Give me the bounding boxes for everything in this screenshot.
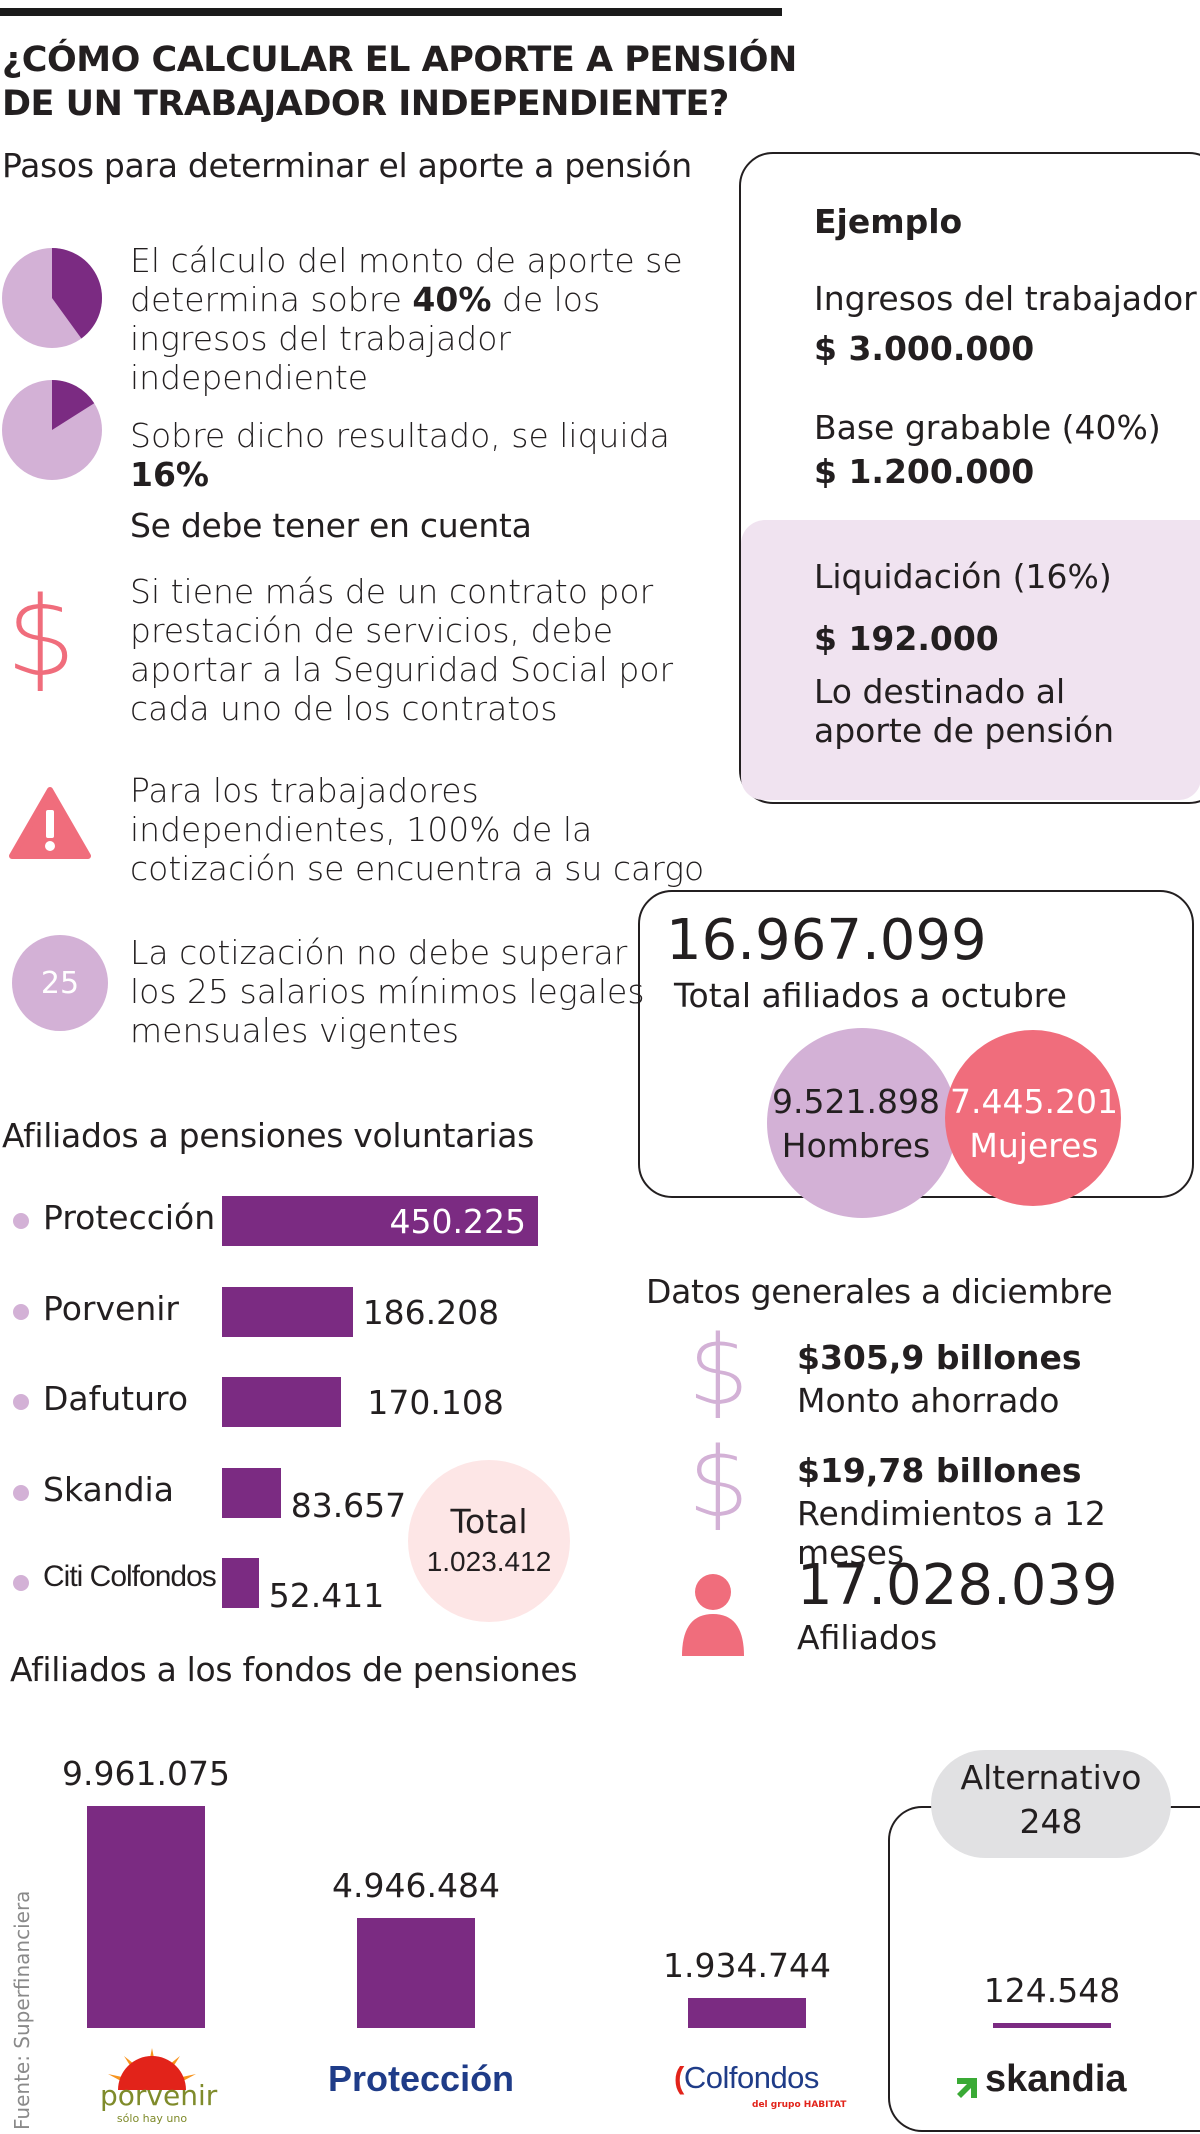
steps-heading: Pasos para determinar el aporte a pensió…	[2, 146, 692, 185]
voluntary-value-label: 52.411	[268, 1576, 385, 1615]
women-label: Mujeres	[969, 1126, 1099, 1165]
funds-chart-title: Afiliados a los fondos de pensiones	[10, 1650, 578, 1689]
voluntary-value-label: 186.208	[362, 1292, 500, 1332]
voluntary-dot	[13, 1303, 29, 1320]
warning-icon	[9, 787, 91, 859]
affiliates-label: Afiliados	[797, 1618, 938, 1657]
porvenir-tagline: sólo hay uno	[116, 2112, 188, 2125]
alternativo-value: 248	[1019, 1802, 1083, 1841]
alternativo-pill	[931, 1750, 1171, 1858]
title-line-1: ¿CÓMO CALCULAR EL APORTE A PENSIÓN	[2, 40, 797, 80]
title-line-2: DE UN TRABAJADOR INDEPENDIENTE?	[2, 84, 729, 124]
men-label: Hombres	[781, 1126, 931, 1165]
returns-label: Rendimientos a 12 meses	[797, 1494, 1106, 1572]
voluntary-total-value: 1.023.412	[426, 1546, 552, 1577]
returns-value: $19,78 billones	[797, 1451, 1082, 1490]
step-2-bold: 16%	[130, 455, 209, 494]
base-label: Base grabable (40%)	[814, 408, 1161, 447]
alternativo-label: Alternativo	[960, 1758, 1142, 1797]
skandia-arrow-icon	[957, 2078, 977, 2098]
income-value: $ 3.000.000	[814, 329, 1035, 368]
colfondos-logo: (Colfondos	[674, 2060, 819, 2096]
general-heading: Datos generales a diciembre	[646, 1272, 1113, 1311]
voluntary-dot	[13, 1213, 29, 1229]
note-2-text: Para los trabajadores independientes, 10…	[130, 771, 705, 888]
colfondos-tagline: del grupo HABITAT	[752, 2100, 847, 2110]
voluntary-bar	[222, 1196, 538, 1246]
colfondos-swoosh-icon: (	[674, 2060, 684, 2095]
skandia-logo: skandia	[985, 2058, 1127, 2100]
total-affiliates-label: Total afiliados a octubre	[674, 976, 1067, 1015]
voluntary-category-label: Protección	[43, 1198, 216, 1237]
step-1-text: El cálculo del monto de aporte se determ…	[130, 241, 730, 397]
source-note: Fuente: Superfinanciera	[10, 1890, 34, 2130]
returns-dollar-icon: $	[688, 1427, 750, 1539]
base-value: $ 1.200.000	[814, 452, 1035, 491]
top-rule	[0, 8, 782, 16]
voluntary-dot	[13, 1575, 29, 1591]
user-icon	[682, 1574, 744, 1656]
porvenir-logo: porvenir	[100, 2079, 218, 2112]
notes-heading: Se debe tener en cuenta	[130, 506, 532, 545]
voluntary-category-label: Skandia	[43, 1469, 174, 1509]
step-1-post: de los ingresos del trabajador independi…	[130, 280, 601, 397]
page-title: ¿CÓMO CALCULAR EL APORTE A PENSIÓN DE UN…	[2, 38, 797, 126]
pie-16-slice	[52, 380, 95, 430]
porvenir-sun-icon	[108, 2048, 196, 2090]
voluntary-total-label: Total	[450, 1502, 528, 1541]
step-2-text: Sobre dicho resultado, se liquida 16%	[130, 416, 750, 494]
note-3-text: La cotización no debe superar los 25 sal…	[130, 933, 645, 1050]
saved-dollar-icon: $	[688, 1315, 750, 1427]
voluntary-category-label: Dafuturo	[43, 1379, 189, 1418]
women-value: 7.445.201	[950, 1082, 1118, 1121]
minimum-wage-badge: 25	[12, 935, 108, 1031]
voluntary-dot	[13, 1484, 29, 1501]
voluntary-bar	[222, 1286, 353, 1337]
example-card	[739, 152, 1200, 804]
step-1-bold: 40%	[412, 280, 492, 319]
total-affiliates-value: 16.967.099	[666, 908, 987, 973]
note-1-text: Si tiene más de un contrato por prestaci…	[130, 572, 674, 728]
voluntary-total-circle	[408, 1460, 570, 1622]
voluntary-chart-title: Afiliados a pensiones voluntarias	[2, 1116, 535, 1155]
saved-value: $305,9 billones	[797, 1338, 1082, 1377]
liquidation-label: Liquidación (16%)	[814, 557, 1112, 596]
fund-bar	[688, 1998, 806, 2028]
voluntary-category-label: Porvenir	[43, 1288, 179, 1328]
colfondos-name: Colfondos	[683, 2060, 820, 2095]
fund-bar	[993, 2023, 1111, 2028]
fund-value-label: 124.548	[983, 1971, 1121, 2010]
proteccion-logo: Protección	[328, 2058, 515, 2099]
voluntary-dot	[13, 1394, 29, 1410]
step-1-pre: El cálculo del monto de aporte se determ…	[130, 241, 683, 319]
voluntary-value-label: 83.657	[290, 1485, 407, 1525]
saved-label: Monto ahorrado	[797, 1381, 1060, 1420]
affiliates-value: 17.028.039	[797, 1553, 1118, 1618]
liquidation-note: Lo destinado al aporte de pensión	[814, 672, 1115, 750]
pie-16-percent	[2, 380, 102, 480]
income-label: Ingresos del trabajador	[814, 279, 1197, 318]
voluntary-bar	[222, 1467, 281, 1518]
voluntary-bar	[222, 1377, 342, 1427]
pie-40-percent	[2, 248, 102, 348]
fund-value-label: 1.934.744	[663, 1946, 831, 1985]
voluntary-value-label: 170.108	[367, 1383, 504, 1422]
men-value: 9.521.898	[772, 1082, 940, 1121]
dollar-icon: $	[6, 573, 76, 701]
fund-bar	[87, 1806, 205, 2028]
voluntary-value-label: 450.225	[389, 1202, 526, 1241]
fund-value-label: 9.961.075	[62, 1754, 230, 1793]
pie-40-slice	[52, 248, 102, 339]
voluntary-bar	[222, 1558, 259, 1608]
women-circle	[945, 1030, 1121, 1206]
example-heading: Ejemplo	[814, 202, 963, 241]
fund-bar	[357, 1917, 475, 2028]
fund-value-label: 4.946.484	[332, 1865, 500, 1905]
step-2-pre: Sobre dicho resultado, se liquida	[130, 416, 670, 455]
men-circle	[767, 1028, 957, 1218]
voluntary-category-label: Citi Colfondos	[43, 1560, 217, 1593]
liquidation-value: $ 192.000	[814, 619, 999, 658]
liquidation-panel	[741, 520, 1200, 800]
